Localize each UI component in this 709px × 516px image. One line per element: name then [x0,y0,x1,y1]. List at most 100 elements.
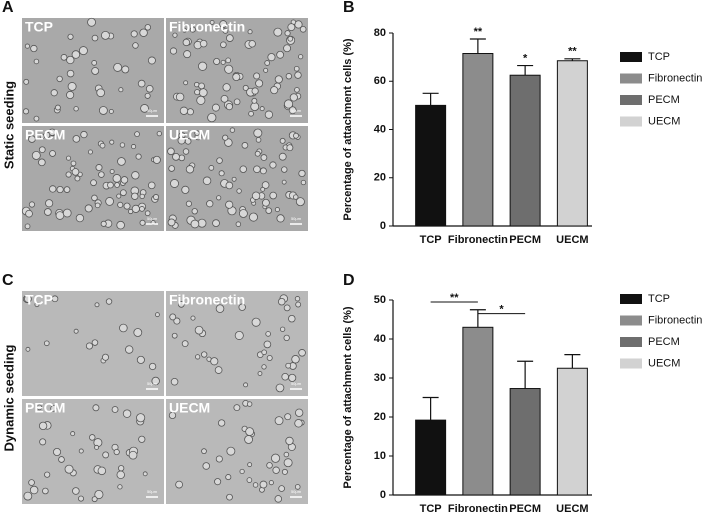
cell [264,60,271,66]
cell [169,47,178,55]
cell [275,383,285,393]
bar [415,104,447,227]
significance: ** [474,26,483,38]
micrograph-label: UECM [169,400,210,416]
cell [209,19,215,25]
cell [185,200,192,207]
cell [94,302,100,308]
cell [178,154,186,162]
cell [108,108,114,114]
cell [99,142,106,149]
scale-bar-label: 50μm [147,108,158,113]
cell [55,211,65,220]
cell [283,44,291,53]
scale-bar-label: 50μm [291,216,302,221]
cell [246,477,253,483]
cell [66,69,75,78]
bar [509,388,541,496]
cell [94,444,100,450]
cell [267,53,276,62]
cell [198,61,208,71]
cell [269,191,277,200]
cell [139,206,145,212]
cell [136,413,146,423]
cell [283,458,293,468]
cell [172,32,178,38]
cell [283,334,290,342]
cell [294,296,301,302]
cell [125,345,134,354]
cell [182,148,190,155]
legend-label: PECM [648,94,680,106]
cell [225,102,234,111]
cell [233,98,241,106]
cell [49,185,57,193]
cell [167,147,175,156]
y-tick-label: 30 [374,372,386,384]
cell [102,451,110,459]
cell [266,462,273,469]
cell [139,219,146,226]
cell [212,219,220,227]
cell [266,354,273,361]
cell [225,181,234,190]
cell [182,27,187,33]
cell [29,485,39,495]
cell [122,409,132,418]
x-tick-label: Fibronectin [448,234,508,246]
y-tick-label: 20 [374,411,386,423]
cell [49,150,56,157]
legend-swatch [620,294,642,304]
cell [194,325,204,335]
cell [239,468,245,475]
cell [179,106,189,115]
cell [276,50,285,59]
cell [116,470,125,480]
cell [202,176,212,186]
cell [23,491,33,501]
cell [72,135,81,143]
x-tick-label: Fibronectin [448,503,508,515]
cell [147,181,156,190]
cell [52,447,62,457]
cell [101,353,110,361]
scale-bar-label: 50μm [147,216,158,221]
cell [288,106,297,115]
cell [201,351,208,358]
legend-swatch [620,52,642,62]
cell [201,448,207,455]
cell [109,139,115,145]
cell [66,90,75,100]
cell [172,152,180,161]
cell [243,382,249,388]
cell [131,204,140,213]
cell [43,131,51,139]
cell [281,179,287,185]
cell [208,165,215,171]
cell [97,466,107,476]
cell [119,323,128,333]
panel-label: C [2,272,14,289]
y-tick-label: 50 [374,294,386,306]
cell [238,303,246,311]
legend-swatch [620,116,642,127]
cell [225,474,232,481]
cell [43,208,52,216]
cell [133,328,143,337]
cell [286,144,294,152]
cell [169,313,177,321]
cell [283,451,290,458]
legend-swatch [620,315,642,326]
cell [25,346,31,352]
cell [226,446,236,456]
cell [154,312,160,318]
scale-bar-label: 50μm [147,381,158,386]
cell [294,484,301,490]
cell [30,44,38,53]
cell [261,364,267,370]
cell [113,62,123,72]
cell [65,171,72,178]
cell [60,54,68,61]
cell [287,23,296,32]
